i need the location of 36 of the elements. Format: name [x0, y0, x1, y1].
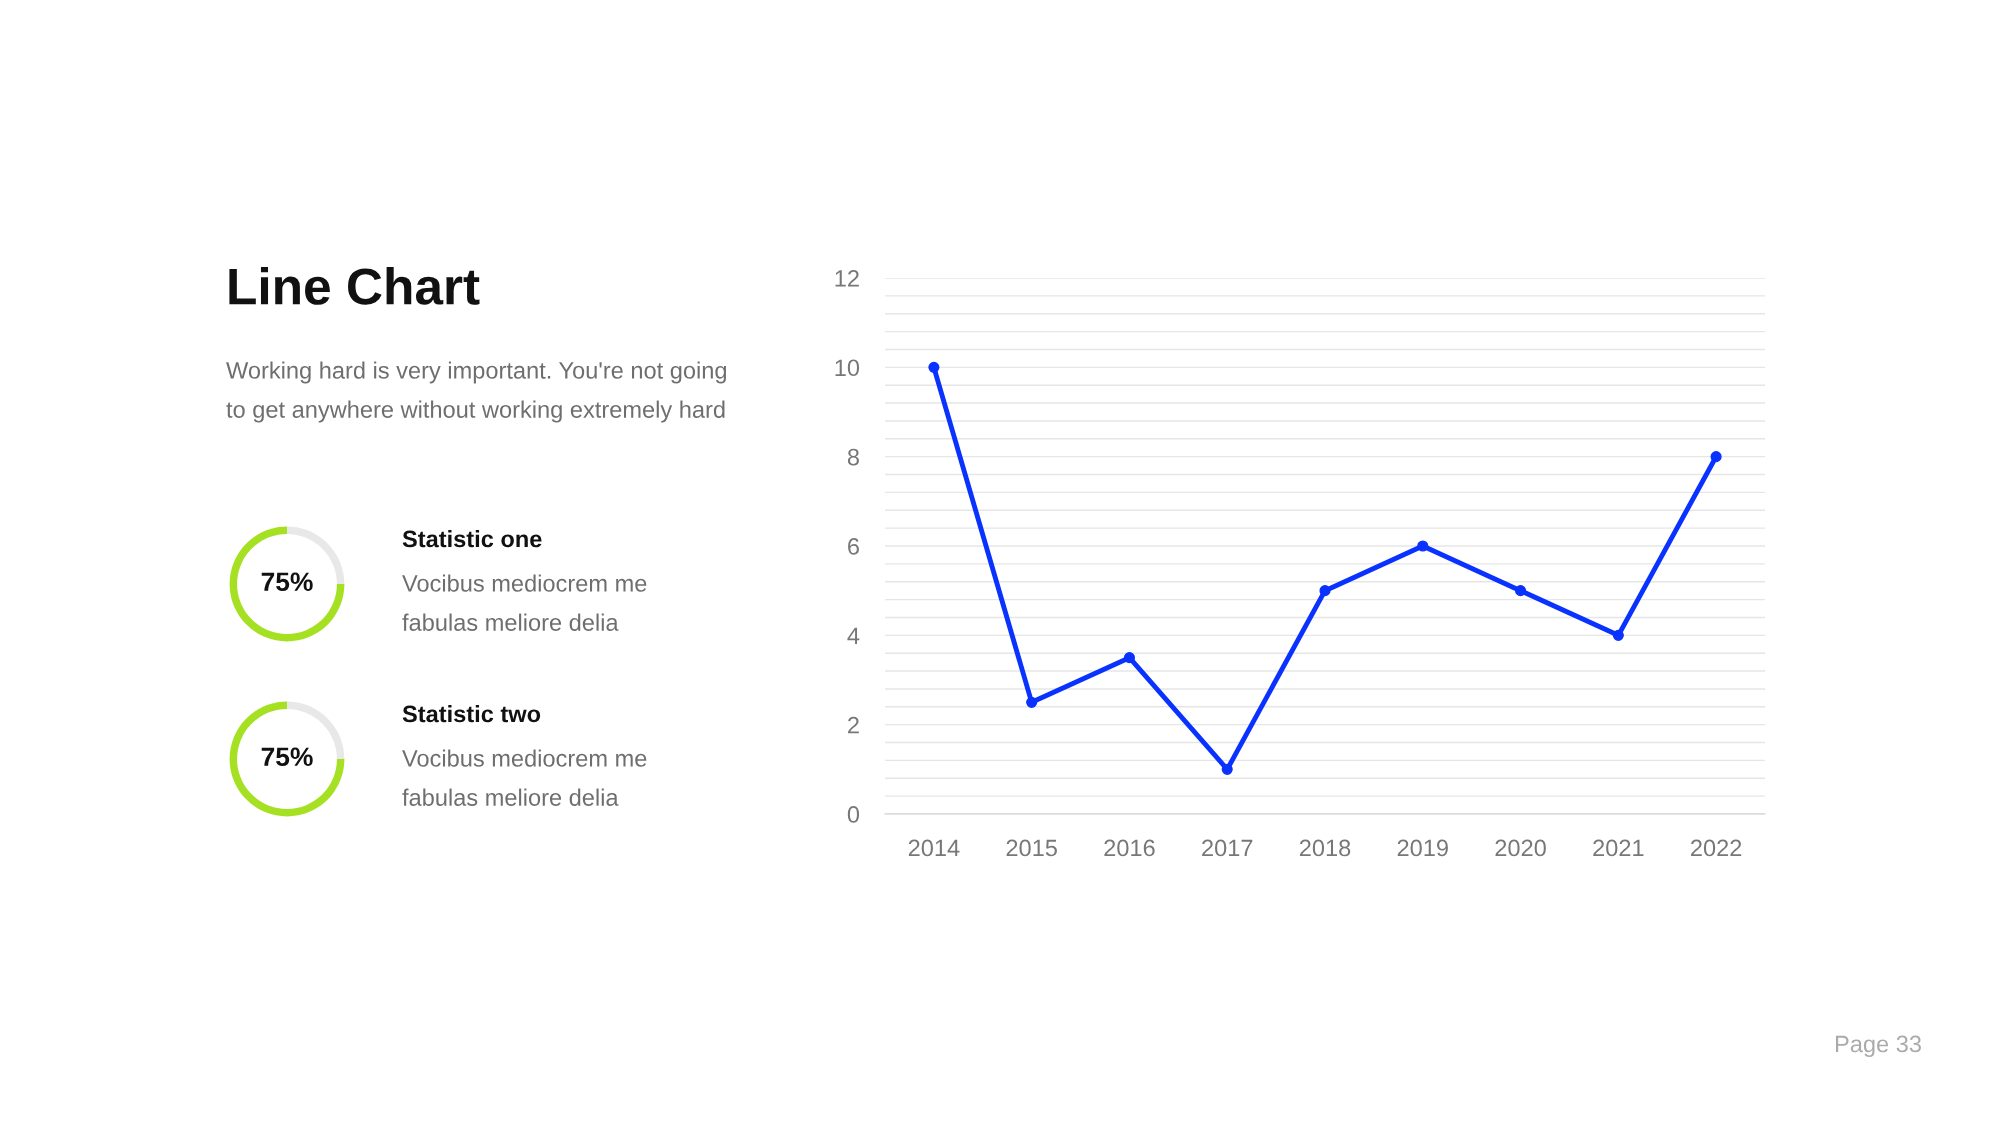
text: Vocibus mediocrem me fabulas meliore delia: [402, 749, 647, 806]
x-tick-label: 2021: [1593, 839, 1644, 857]
y-tick-label: 0: [847, 806, 860, 823]
point: [1026, 696, 1038, 708]
text: Statistic two: [402, 704, 541, 723]
text: Vocibus mediocrem me fabulas meliore delia: [402, 574, 647, 631]
point: [1123, 652, 1136, 664]
text: Working hard is very important. You're not going to get anywhere without working extremely hard: [226, 361, 727, 423]
donut-slice: [229, 526, 345, 642]
point: [1612, 629, 1624, 641]
y-tick-label: 8: [847, 448, 859, 466]
text: Statistic one: [402, 529, 542, 548]
x-tick-label: 2019: [1397, 839, 1448, 857]
y-tick-label: 6: [848, 538, 859, 555]
donut-slice: [229, 701, 345, 817]
x-tick-label: 2015: [1006, 839, 1057, 857]
data-label: 75%: [261, 572, 313, 592]
text: Page 33: [1835, 1035, 1921, 1058]
point: [928, 361, 940, 373]
text: Line Chart: [229, 267, 480, 305]
x-tick-label: 2017: [1202, 839, 1253, 857]
point: [1514, 585, 1527, 597]
x-tick-label: 2018: [1299, 839, 1351, 857]
y-tick-label: 2: [848, 716, 859, 734]
point: [1417, 540, 1429, 552]
x-tick-label: 2014: [908, 839, 960, 857]
point: [1319, 585, 1331, 597]
y-tick-label: 12: [835, 270, 859, 287]
x-tick-label: 2020: [1495, 839, 1546, 857]
point: [1710, 451, 1722, 463]
point: [1221, 763, 1233, 775]
x-tick-label: 2022: [1691, 839, 1742, 857]
y-tick-label: 4: [847, 627, 860, 644]
x-tick-label: 2016: [1104, 839, 1155, 857]
y-tick-label: 10: [835, 359, 860, 377]
data-label: 75%: [261, 747, 313, 767]
